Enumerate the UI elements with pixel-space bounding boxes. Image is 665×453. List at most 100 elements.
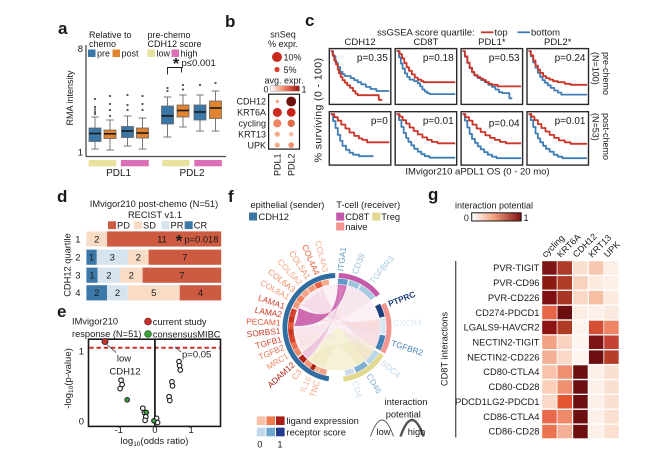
svg-text:a: a <box>58 19 68 38</box>
svg-text:pre: pre <box>97 49 110 59</box>
svg-text:IMvigor210: IMvigor210 <box>72 317 118 327</box>
svg-text:receptor score: receptor score <box>287 427 346 437</box>
svg-text:low: low <box>157 49 171 59</box>
svg-text:response (N=51): response (N=51) <box>72 329 142 339</box>
svg-text:f: f <box>228 187 234 206</box>
svg-text:LAMA2: LAMA2 <box>254 305 283 320</box>
svg-text:CXCR4: CXCR4 <box>393 317 422 328</box>
svg-text:RECIST v1.1: RECIST v1.1 <box>128 210 182 220</box>
svg-text:3: 3 <box>110 253 115 264</box>
svg-text:(N=100): (N=100) <box>591 52 601 85</box>
svg-text:1: 1 <box>89 271 94 282</box>
svg-text:% surviving (0 - 100): % surviving (0 - 100) <box>313 58 325 163</box>
svg-text:5: 5 <box>151 288 156 299</box>
svg-text:*: * <box>173 56 180 73</box>
svg-text:CDH12: CDH12 <box>259 212 289 222</box>
svg-text:interaction potential: interaction potential <box>455 201 533 211</box>
svg-text:ITGA1: ITGA1 <box>335 246 348 272</box>
svg-text:cycling: cycling <box>238 119 266 129</box>
svg-text:high: high <box>408 427 426 437</box>
svg-text:IMvigor210 aPDL1 OS (0 - 20 mo: IMvigor210 aPDL1 OS (0 - 20 mo) <box>405 167 549 178</box>
svg-text:4: 4 <box>75 288 80 299</box>
svg-text:1: 1 <box>524 213 529 223</box>
svg-text:high: high <box>181 49 198 59</box>
svg-text:0: 0 <box>79 417 84 428</box>
svg-text:PDL2: PDL2 <box>179 168 204 179</box>
svg-text:CR: CR <box>194 221 208 231</box>
svg-text:g: g <box>428 185 438 204</box>
svg-text:PECAM1: PECAM1 <box>246 316 281 327</box>
svg-text:snSeq: snSeq <box>270 30 296 40</box>
svg-text:PDCD1LG2-PDCD1: PDCD1LG2-PDCD1 <box>455 396 539 407</box>
svg-text:2: 2 <box>75 253 80 264</box>
svg-text:PR: PR <box>171 221 184 231</box>
svg-text:11: 11 <box>157 234 167 245</box>
svg-text:p=0.01: p=0.01 <box>423 116 454 127</box>
svg-text:7: 7 <box>182 253 187 264</box>
svg-text:% expr.: % expr. <box>268 39 298 49</box>
svg-text:PVR-CD96: PVR-CD96 <box>493 277 539 288</box>
svg-text:bottom: bottom <box>531 28 560 39</box>
svg-text:(N=53): (N=53) <box>591 113 601 141</box>
svg-text:CD8T: CD8T <box>414 37 439 48</box>
svg-text:low: low <box>377 427 391 437</box>
svg-text:*: * <box>176 232 183 251</box>
svg-text:CDH12: CDH12 <box>236 97 266 107</box>
svg-text:CD8T interactions: CD8T interactions <box>440 312 450 387</box>
svg-text:Relative to: Relative to <box>89 30 132 40</box>
svg-text:p=0.35: p=0.35 <box>357 53 388 64</box>
svg-text:CDH12: CDH12 <box>344 37 375 48</box>
svg-text:IMvigor210 post-chemo (N=51): IMvigor210 post-chemo (N=51) <box>90 199 218 209</box>
svg-text:PDL2*: PDL2* <box>544 37 572 48</box>
svg-text:epithelial (sender): epithelial (sender) <box>251 200 325 210</box>
svg-text:-log10(p-value): -log10(p-value) <box>63 348 75 409</box>
svg-text:p=0: p=0 <box>371 116 388 127</box>
svg-text:CD8T: CD8T <box>345 212 370 222</box>
svg-text:SORBS1: SORBS1 <box>246 326 281 340</box>
svg-text:0: 0 <box>257 440 262 450</box>
svg-text:current study: current study <box>153 317 207 327</box>
svg-text:1: 1 <box>78 148 83 159</box>
svg-text:avg. expr.: avg. expr. <box>264 76 303 86</box>
svg-text:UPK: UPK <box>247 140 266 150</box>
svg-text:4: 4 <box>198 288 203 299</box>
svg-text:p≤0.001: p≤0.001 <box>182 58 216 69</box>
svg-text:p=0.53: p=0.53 <box>489 53 520 64</box>
svg-text:CDH12 quartile: CDH12 quartile <box>63 233 73 297</box>
svg-text:p=0.05: p=0.05 <box>182 350 211 361</box>
svg-text:10%: 10% <box>284 53 302 63</box>
svg-text:potential: potential <box>386 410 421 420</box>
svg-text:Treg: Treg <box>381 212 400 222</box>
svg-text:ligand expression: ligand expression <box>287 416 359 426</box>
svg-text:KRT6A: KRT6A <box>237 108 266 118</box>
svg-text:5%: 5% <box>284 65 297 75</box>
svg-text:CD80-CD28: CD80-CD28 <box>488 381 539 392</box>
svg-text:top: top <box>495 28 508 39</box>
svg-text:0: 0 <box>464 213 469 223</box>
svg-text:PVR-TIGIT: PVR-TIGIT <box>493 262 540 273</box>
svg-text:pre-chemo: pre-chemo <box>148 30 191 40</box>
svg-text:p=0.01: p=0.01 <box>555 116 586 127</box>
svg-text:RMA intensity: RMA intensity <box>65 70 75 126</box>
svg-text:1: 1 <box>75 234 80 245</box>
svg-text:p=0.018: p=0.018 <box>185 234 219 244</box>
svg-text:1: 1 <box>89 253 94 264</box>
svg-text:PD: PD <box>117 221 130 231</box>
svg-text:KRT13: KRT13 <box>238 129 266 139</box>
svg-text:TNC: TNC <box>307 379 322 398</box>
svg-text:1: 1 <box>277 440 282 450</box>
svg-text:e: e <box>57 302 66 321</box>
svg-text:NECTIN2-CD226: NECTIN2-CD226 <box>467 351 539 362</box>
svg-text:1: 1 <box>302 85 307 95</box>
svg-text:7: 7 <box>179 271 184 282</box>
svg-text:-1: -1 <box>114 425 122 436</box>
svg-text:p=0.24: p=0.24 <box>555 53 586 64</box>
svg-text:SD: SD <box>143 221 156 231</box>
svg-text:NECTIN2-TIGIT: NECTIN2-TIGIT <box>472 337 539 348</box>
svg-text:8: 8 <box>78 44 83 55</box>
svg-text:CDH12 score: CDH12 score <box>148 39 202 49</box>
svg-text:CD4: CD4 <box>350 380 364 399</box>
svg-text:c: c <box>305 11 314 30</box>
svg-text:T-cell (receiver): T-cell (receiver) <box>336 200 400 210</box>
svg-text:2: 2 <box>94 288 99 299</box>
